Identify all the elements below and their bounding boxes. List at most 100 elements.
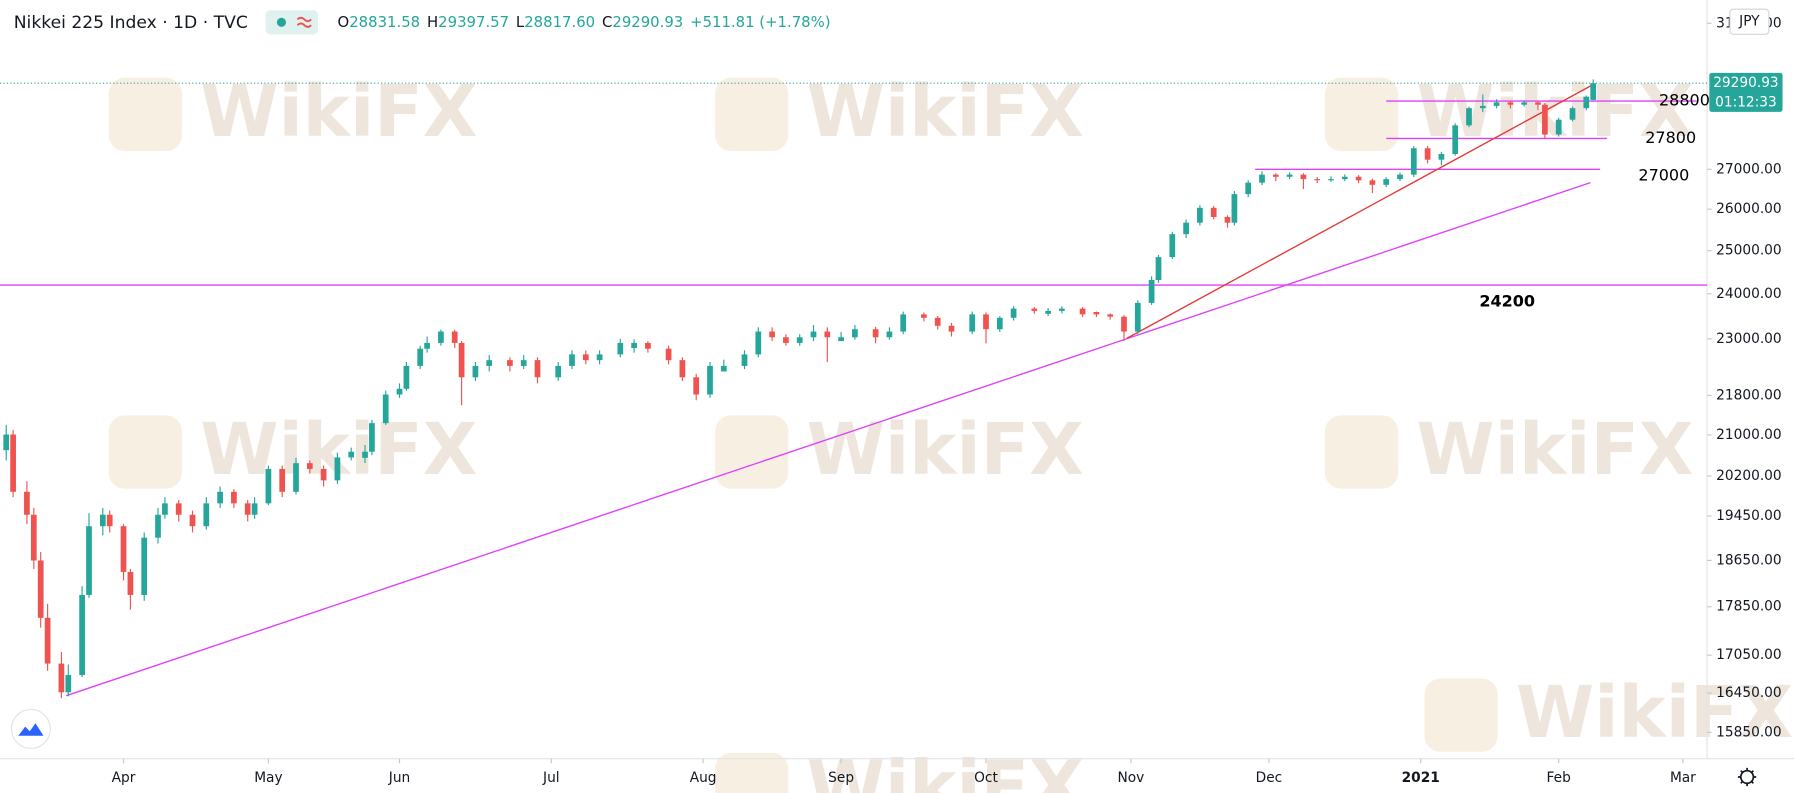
candle-body	[1355, 176, 1362, 181]
candle-body	[1059, 308, 1065, 311]
candle-body	[424, 342, 430, 349]
candle-body	[155, 514, 161, 538]
candle-body	[934, 317, 941, 326]
candle-body	[37, 560, 44, 618]
candle-body	[86, 526, 92, 595]
candle-body	[1300, 174, 1307, 180]
x-tick-label: Jul	[542, 770, 560, 786]
candle-body	[645, 342, 651, 349]
candle-body	[617, 342, 624, 355]
candle-body	[175, 503, 182, 515]
candle-body	[438, 331, 444, 343]
candle-body	[1183, 222, 1189, 235]
candle-body	[1148, 280, 1155, 303]
candle-body	[403, 365, 410, 389]
candle-body	[1369, 180, 1376, 185]
last-price-tag	[1709, 72, 1783, 112]
candle-body	[1272, 174, 1279, 177]
candle-body	[382, 394, 389, 424]
watermark: WikiFX	[200, 70, 477, 153]
candle-body	[1079, 308, 1086, 315]
candle-body	[1328, 179, 1334, 181]
plot: 28800 27800 27000 24200	[0, 79, 1710, 699]
candle-body	[886, 331, 893, 338]
candle-body	[1542, 104, 1548, 135]
candle-body	[996, 317, 1003, 330]
candle-body	[162, 503, 168, 515]
candle-body	[1341, 176, 1348, 180]
x-tick-label: Aug	[690, 770, 717, 786]
ohlc-key: L	[516, 13, 525, 31]
candle-body	[451, 331, 458, 343]
candle-body	[58, 663, 65, 693]
level-label: 27000	[1638, 166, 1689, 185]
candle-body	[1259, 174, 1265, 183]
y-tick-label: 26000.00	[1716, 201, 1781, 217]
y-tick-label: 25000.00	[1716, 243, 1781, 259]
candle-body	[1169, 234, 1176, 258]
y-tick-label: 21000.00	[1716, 427, 1781, 443]
y-tick-label: 17050.00	[1716, 647, 1781, 663]
candle-body	[631, 342, 637, 349]
candle-body	[1134, 302, 1141, 332]
candle-body	[824, 331, 831, 338]
status-badge[interactable]	[265, 10, 319, 35]
candle-body	[983, 314, 989, 330]
delay-icon	[296, 16, 312, 28]
candle-body	[596, 354, 603, 361]
candle-body	[30, 514, 37, 561]
candle-body	[231, 491, 237, 504]
candle-body	[852, 329, 858, 338]
candle-body	[141, 537, 148, 595]
x-tick-label: Sep	[828, 770, 854, 786]
candle-body	[396, 388, 403, 395]
candle-body	[948, 325, 955, 332]
watermark-logo	[1424, 678, 1498, 752]
trendline	[66, 182, 1591, 697]
watermark-logo	[715, 752, 789, 793]
candle-body	[1314, 179, 1321, 181]
candle-body	[369, 423, 375, 452]
watermark-logo	[108, 415, 182, 489]
candle-body	[900, 314, 907, 332]
candle-body	[1286, 174, 1293, 177]
y-tick-label: 23000.00	[1716, 331, 1781, 347]
x-tick-label: May	[254, 770, 282, 786]
gear-teeth	[1737, 767, 1757, 787]
logo-button[interactable]	[10, 708, 51, 749]
countdown: 01:12:33	[1715, 95, 1777, 111]
candle-body	[1210, 207, 1217, 217]
candle-body	[1521, 102, 1528, 105]
chart-title: Nikkei 225 Index · 1D · TVC	[14, 13, 248, 33]
watermark: WikiFX	[1416, 70, 1693, 153]
candle-body	[65, 675, 72, 693]
settings-button[interactable]	[1737, 767, 1757, 787]
x-tick-label: Oct	[974, 770, 998, 786]
candle-body	[334, 457, 341, 481]
candle-body	[969, 314, 976, 332]
candle-body	[106, 514, 113, 527]
ohlc-value: 28817.60	[524, 13, 595, 31]
candle-body	[1155, 257, 1162, 281]
ohlc-value: 29290.93	[612, 13, 683, 31]
currency-box[interactable]	[1729, 8, 1770, 35]
candle-body	[1583, 96, 1590, 109]
watermarks: WikiFX WikiFX WikiFX WikiFX WikiFX WikiFX Wiki…	[108, 70, 1793, 793]
ohlc-key: C	[602, 13, 612, 31]
candle-body	[24, 491, 30, 515]
last-price: 29290.93	[1713, 75, 1778, 91]
watermark: WikiFX	[807, 745, 1084, 793]
x-tick-label: Mar	[1670, 770, 1696, 786]
candle-body	[720, 365, 727, 372]
candle-body	[279, 468, 286, 492]
candle-body	[417, 348, 424, 366]
watermark-logo	[715, 77, 789, 152]
candle-body	[293, 463, 299, 492]
y-tick-label: 19450.00	[1716, 508, 1781, 524]
header: Nikkei 225 Index · 1D · TVC O28831.58 H29…	[14, 10, 831, 35]
x-tick-label: Feb	[1547, 770, 1571, 786]
candle-body	[306, 463, 313, 469]
candle-body	[486, 360, 493, 366]
ohlc-key: O	[338, 13, 350, 31]
